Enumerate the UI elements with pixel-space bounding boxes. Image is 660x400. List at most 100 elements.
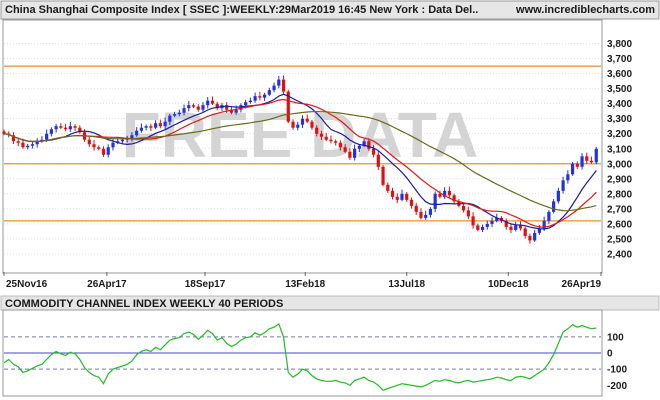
moving-averages	[3, 93, 597, 230]
price-bar-body	[49, 129, 53, 134]
price-bar-body	[485, 223, 489, 227]
price-y-tick-label: 2,600	[607, 219, 632, 230]
price-bar-body	[495, 217, 499, 221]
price-bar-body	[172, 114, 177, 116]
price-bar-body	[281, 79, 286, 92]
price-y-axis: 2,400 2,500 2,600 2,700 2,800 2,900 3,000 3,100…	[607, 39, 632, 260]
price-bar-body	[480, 226, 485, 230]
site-link[interactable]: www.incrediblecharts.com	[515, 4, 655, 16]
price-bar-body	[68, 126, 72, 130]
price-y-tick-label: 3,500	[607, 84, 632, 95]
price-bar-body	[234, 109, 238, 113]
price-bar-body	[547, 211, 551, 221]
price-bar-body	[106, 147, 110, 155]
price-bar-body	[381, 166, 385, 185]
price-bar-body	[277, 79, 281, 86]
price-bar-body	[471, 216, 475, 226]
price-bar-body	[296, 124, 300, 128]
price-bar-body	[305, 118, 309, 122]
price-bar-body	[376, 154, 380, 167]
price-bar-body	[248, 100, 252, 103]
cci-panel-frame	[2, 309, 603, 397]
price-bar-body	[334, 141, 338, 143]
price-bar-body	[168, 115, 172, 122]
price-bar-body	[315, 127, 319, 134]
price-y-tick-label: 2,800	[607, 189, 632, 200]
price-bar-body	[409, 199, 414, 206]
price-bar-body	[353, 148, 357, 158]
price-bar-body	[21, 142, 25, 148]
chart-title: China Shanghai Composite Index [ SSEC ]:…	[5, 4, 478, 16]
price-bar-body	[120, 139, 125, 142]
price-bar-body	[101, 148, 106, 155]
price-bar-body	[438, 193, 442, 197]
price-bar-body	[523, 228, 527, 236]
price-bar-body	[130, 135, 134, 139]
moving-average-line	[3, 110, 597, 212]
price-bar-body	[59, 126, 63, 128]
price-bar-body	[111, 142, 115, 148]
price-bar-body	[262, 94, 267, 98]
price-bar-body	[419, 211, 423, 218]
price-y-tick-label: 3,800	[607, 39, 632, 50]
price-bar-body	[343, 147, 347, 152]
price-x-tick-label: 13Jul18	[388, 279, 425, 290]
price-bar-body	[566, 174, 570, 181]
price-bar-body	[589, 160, 594, 163]
price-bar-body	[552, 201, 556, 212]
price-bar-body	[476, 225, 480, 230]
price-bar-body	[575, 163, 579, 167]
price-bar-body	[135, 130, 139, 136]
price-bar-body	[2, 131, 6, 134]
price-bar-body	[490, 220, 494, 224]
header-bar	[0, 0, 660, 20]
price-bar-body	[225, 105, 229, 110]
price-y-tick-label: 3,400	[607, 99, 632, 110]
price-bar-body	[45, 133, 49, 140]
price-bar-body	[177, 112, 181, 115]
price-bar-body	[201, 105, 205, 110]
cci-reference-lines	[4, 336, 601, 370]
price-bar-body	[509, 226, 513, 230]
price-bar-body	[210, 100, 215, 104]
cci-series	[3, 322, 597, 391]
price-bar-body	[92, 144, 96, 148]
price-bar-body	[144, 126, 148, 128]
price-bar-body	[428, 208, 433, 215]
price-bar-body	[253, 96, 257, 101]
price-x-axis: 25Nov16 26Apr17 18Sep17 13Feb18 13Jul18 10Dec…	[3, 272, 602, 290]
price-y-tick-label: 2,700	[607, 204, 632, 215]
price-bar-body	[286, 91, 290, 122]
price-bar-body	[310, 121, 314, 128]
moving-average-line	[3, 98, 597, 228]
price-bar-body	[139, 127, 144, 131]
price-x-tick-label: 18Sep17	[185, 279, 226, 290]
price-bar-body	[533, 232, 537, 241]
price-bar-body	[400, 193, 404, 200]
price-bar-body	[585, 156, 589, 161]
price-bar-body	[405, 193, 409, 200]
price-bar-body	[514, 225, 518, 230]
price-bar-body	[424, 214, 428, 218]
price-bar-body	[452, 195, 456, 202]
cci-panel: COMMODITY CHANNEL INDEX WEEKLY 40 PERIOD…	[0, 295, 660, 397]
price-x-tick-label: 13Feb18	[285, 279, 325, 290]
price-bar-body	[466, 210, 470, 217]
price-y-tick-label: 3,600	[607, 69, 632, 80]
price-bar-body	[272, 85, 276, 91]
price-bar-body	[215, 103, 219, 109]
price-x-tick-label: 26Apr19	[562, 279, 602, 290]
price-bar-body	[54, 126, 58, 130]
price-bar-body	[504, 220, 508, 227]
price-bar-body	[26, 145, 30, 148]
price-y-tick-label: 3,100	[607, 144, 632, 155]
price-bar-body	[206, 100, 210, 106]
price-bar-body	[357, 145, 361, 149]
price-bar-body	[291, 121, 295, 128]
price-bar-body	[433, 193, 437, 209]
price-bar-body	[362, 141, 366, 146]
price-bar-body	[371, 148, 376, 155]
price-bar-body	[461, 205, 466, 211]
price-bar-body	[556, 190, 560, 202]
